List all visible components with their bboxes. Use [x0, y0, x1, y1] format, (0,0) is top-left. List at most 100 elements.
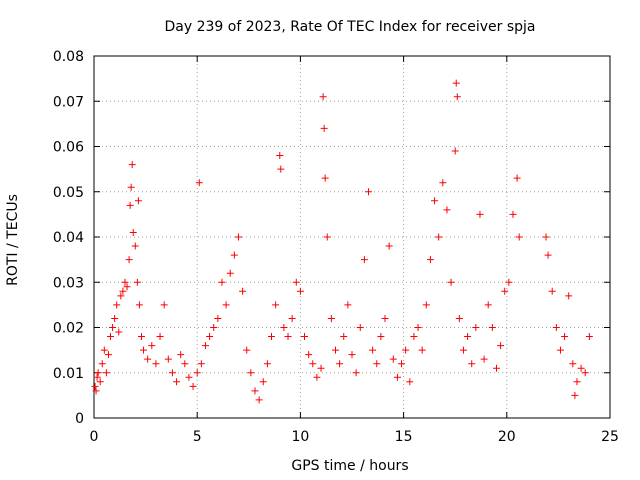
data-point — [365, 188, 373, 196]
data-point — [206, 333, 214, 341]
data-point — [128, 161, 136, 169]
data-point — [121, 278, 129, 286]
data-point — [127, 183, 135, 191]
data-point — [439, 179, 447, 187]
data-point — [581, 369, 589, 377]
y-tick-label: 0.03 — [53, 275, 84, 291]
data-point — [402, 346, 410, 354]
data-point — [320, 124, 328, 132]
x-tick-label: 10 — [291, 429, 309, 445]
data-point — [331, 346, 339, 354]
data-point — [472, 324, 480, 331]
data-point — [321, 174, 329, 182]
x-tick-label: 25 — [601, 429, 619, 445]
data-point — [119, 287, 127, 295]
data-point — [104, 351, 112, 359]
data-point — [497, 342, 505, 350]
y-tick-label: 0.04 — [53, 230, 84, 246]
y-tick-label: 0 — [75, 411, 84, 427]
data-point — [488, 324, 496, 331]
data-point — [218, 278, 226, 286]
data-point — [277, 165, 285, 173]
data-point — [501, 287, 509, 295]
data-point — [389, 355, 397, 363]
data-point — [544, 251, 552, 259]
data-point — [259, 378, 267, 386]
data-point — [373, 360, 381, 368]
data-point — [327, 314, 335, 322]
data-point — [435, 233, 443, 241]
data-point — [185, 373, 193, 381]
data-point — [272, 301, 280, 309]
data-point — [92, 387, 100, 395]
y-tick-label: 0.08 — [53, 49, 84, 65]
data-point — [571, 391, 579, 399]
data-point — [96, 378, 104, 386]
y-tick-label: 0.07 — [53, 94, 84, 110]
data-point — [556, 346, 564, 354]
data-point — [93, 373, 101, 381]
data-point — [515, 233, 523, 241]
data-point — [431, 197, 439, 205]
data-point — [243, 346, 251, 354]
data-point — [131, 242, 139, 250]
y-axis-label: ROTI / TECUs — [5, 194, 21, 286]
data-point — [573, 378, 581, 386]
data-point — [422, 301, 430, 309]
data-point — [385, 242, 393, 250]
data-point — [263, 360, 271, 368]
data-point — [414, 324, 422, 331]
data-point — [505, 278, 513, 286]
y-tick-label: 0.02 — [53, 321, 84, 337]
data-point — [226, 269, 234, 277]
data-point — [210, 324, 218, 331]
data-point — [309, 360, 317, 368]
data-point — [292, 278, 300, 286]
data-point — [393, 373, 401, 381]
data-point — [451, 147, 459, 155]
data-point — [107, 333, 115, 341]
data-point — [468, 360, 476, 368]
data-point — [288, 314, 296, 322]
data-point — [133, 278, 141, 286]
data-point — [476, 210, 484, 218]
data-point — [301, 333, 309, 341]
x-tick-label: 20 — [498, 429, 516, 445]
data-point — [369, 346, 377, 354]
y-tick-layer: 0 0.01 0.02 0.03 0.04 0.05 0.06 0.07 0.08 — [53, 49, 610, 427]
data-point — [317, 364, 325, 372]
data-point — [284, 333, 292, 341]
data-point — [381, 314, 389, 322]
data-point — [168, 369, 176, 377]
data-point — [152, 360, 160, 368]
data-point — [268, 333, 276, 341]
data-point — [459, 346, 467, 354]
data-point — [173, 378, 181, 386]
data-point — [251, 387, 259, 395]
data-point — [137, 333, 145, 341]
data-point — [492, 364, 500, 372]
data-point — [193, 369, 201, 377]
data-point — [513, 174, 521, 182]
data-point — [156, 333, 164, 341]
data-point — [247, 369, 255, 377]
data-point — [344, 301, 352, 309]
data-point — [296, 287, 304, 295]
data-point — [135, 301, 143, 309]
data-point — [148, 342, 156, 350]
plot-frame — [93, 55, 611, 419]
data-point — [113, 301, 121, 309]
chart-title: Day 239 of 2023, Rate Of TEC Index for r… — [164, 19, 535, 35]
data-point — [577, 364, 585, 372]
x-tick-layer: 0 5 10 15 20 25 — [90, 56, 619, 445]
data-point — [98, 360, 106, 368]
data-point — [140, 346, 148, 354]
data-point — [134, 197, 142, 205]
data-point — [125, 256, 133, 264]
data-point — [276, 152, 284, 160]
data-point — [426, 256, 434, 264]
data-point — [100, 346, 108, 354]
data-point — [181, 360, 189, 368]
data-point — [455, 314, 463, 322]
